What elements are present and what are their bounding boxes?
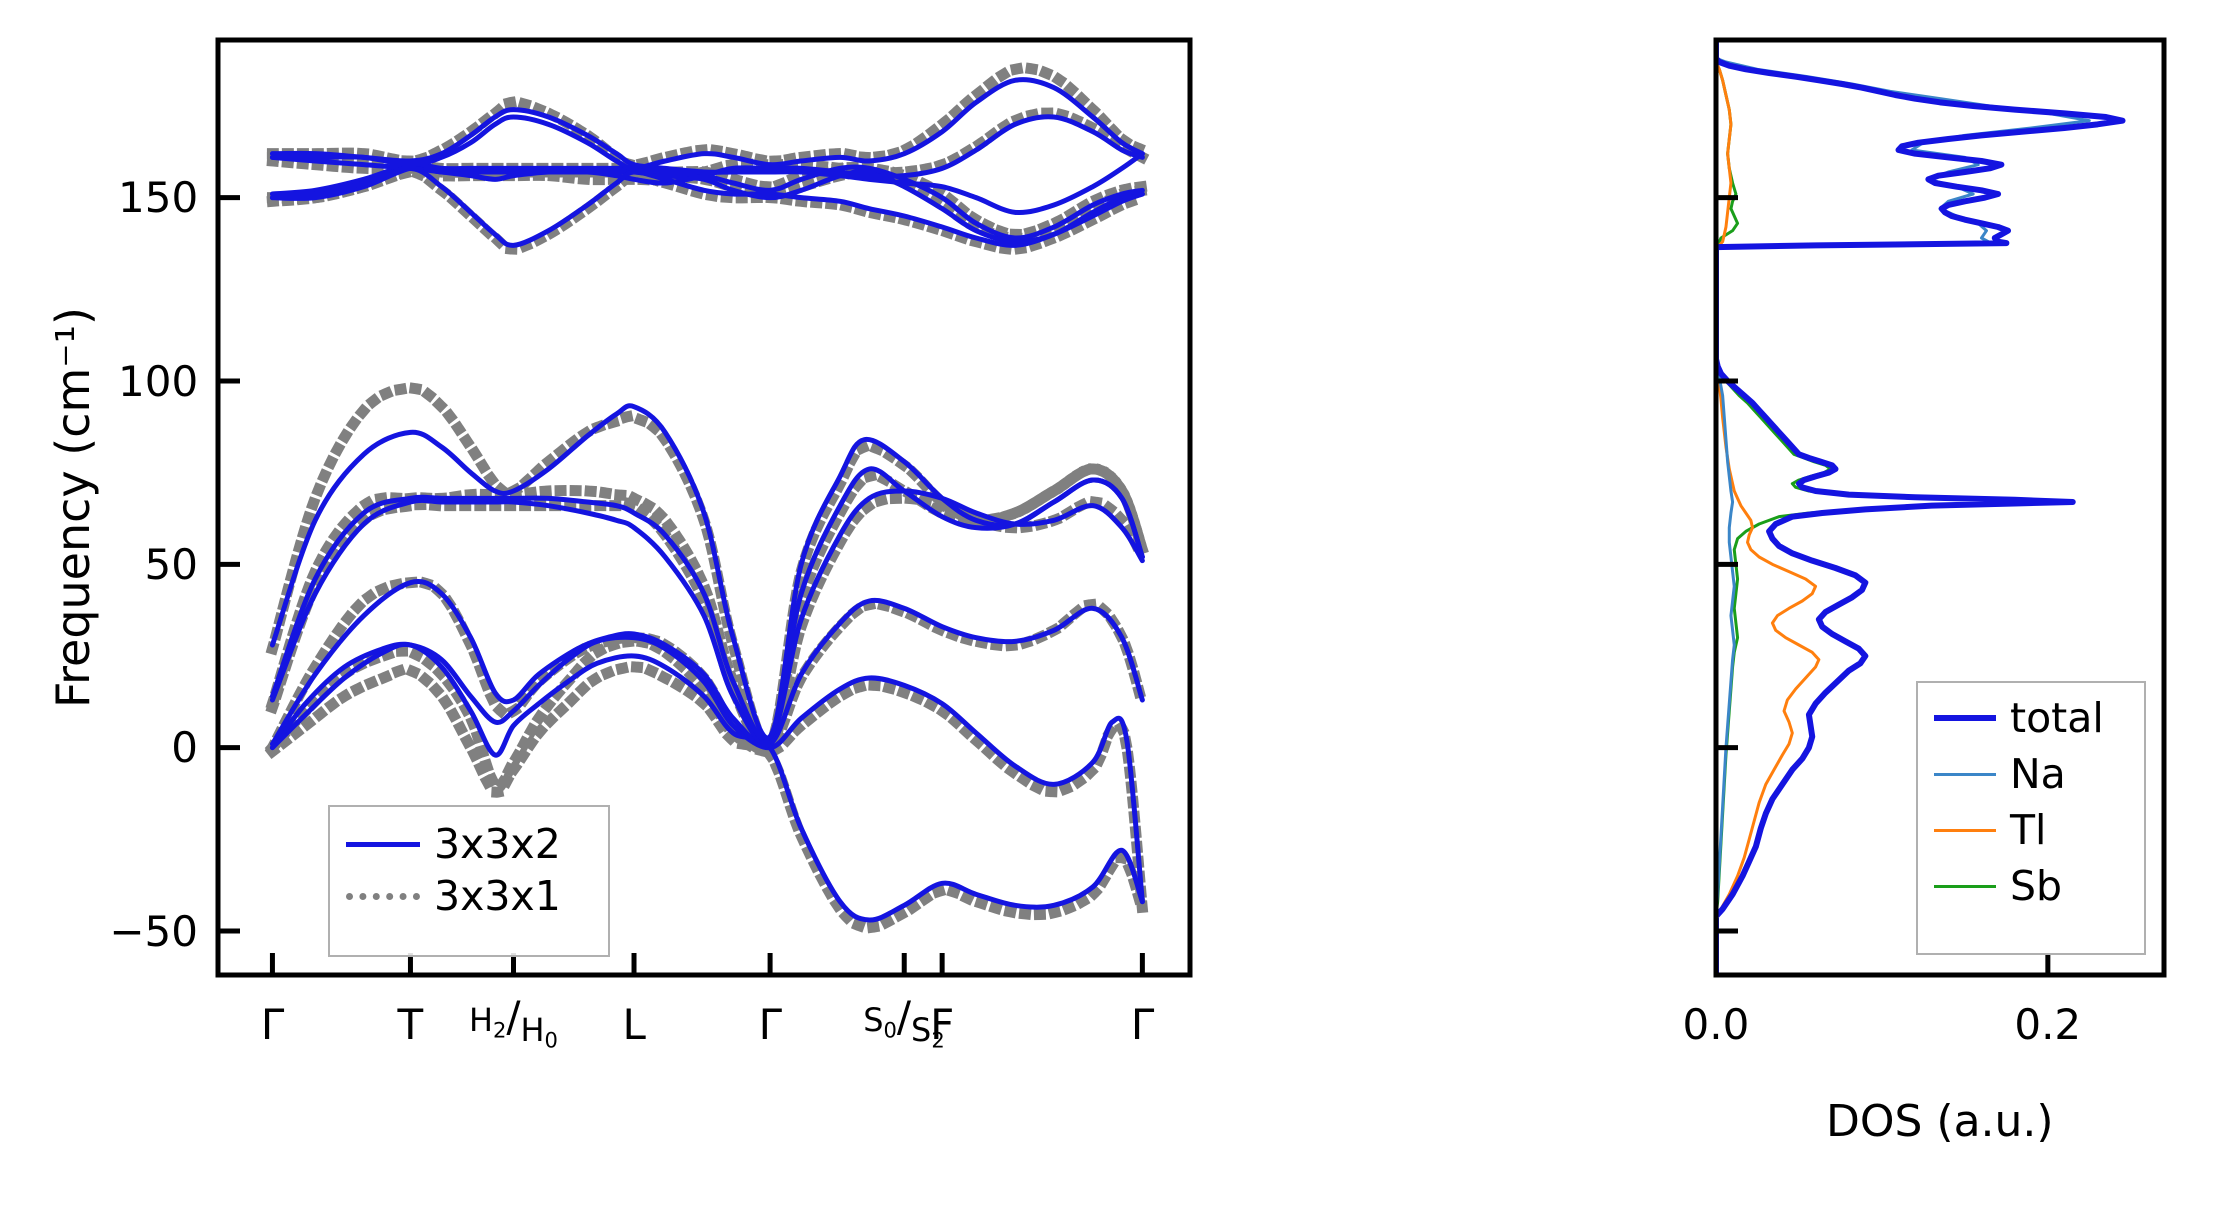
band-branch-3x3x2-0 <box>269 641 1145 923</box>
band-branch-3x3x2-5 <box>269 403 1145 741</box>
dos-legend-item-sb[interactable]: Sb <box>1918 863 2144 909</box>
legend-line-dotted-icon <box>346 892 420 900</box>
x-tick-label-S0-S2: S0/S2 <box>863 992 945 1053</box>
band-legend[interactable]: 3x3x2 3x3x1 <box>328 805 610 957</box>
legend-line-sb-icon <box>1934 884 1996 888</box>
x-tick-label-L: L <box>622 1000 646 1049</box>
band-branch-3x3x1-1 <box>264 635 1149 916</box>
band-legend-label-1: 3x3x1 <box>434 872 561 920</box>
x-tick-label-T: T <box>397 1000 424 1049</box>
band-branch-3x3x2-11 <box>269 165 1145 248</box>
y-tick-label-100: 100 <box>118 356 199 406</box>
dos-legend-label-2: Tl <box>2010 806 2047 854</box>
band-legend-item-3x3x2[interactable]: 3x3x2 <box>330 821 608 867</box>
legend-line-tl-icon <box>1934 828 1996 832</box>
legend-line-solid-icon <box>346 841 420 847</box>
band-branch-3x3x1-10 <box>266 166 1150 255</box>
dos-curves-group <box>1716 40 2126 975</box>
dos-legend-item-na[interactable]: Na <box>1918 751 2144 797</box>
band-branch-3x3x2-8 <box>269 114 1145 186</box>
y-axis-label: Frequency (cm⁻¹) <box>46 307 100 708</box>
band-branch-3x3x1-9 <box>266 62 1150 171</box>
band-branch-3x3x2-3 <box>269 488 1145 746</box>
x-tick-label-H2-H0: H2/H0 <box>468 992 558 1053</box>
dos-x-axis-label: DOS (a.u.) <box>1826 1096 2054 1147</box>
x-tick-label-gamma-3: Γ <box>1130 1000 1155 1049</box>
dos-curve-total <box>1716 40 2126 975</box>
y-tick-label-minus50: −50 <box>109 906 198 956</box>
dos-x-tick-label-0: 0.0 <box>1682 1000 1750 1049</box>
x-tick-label-gamma-2: Γ <box>758 1000 782 1049</box>
dos-axes-frame <box>1713 37 2167 978</box>
dos-curve-Na <box>1716 40 2091 975</box>
dos-curve-Tl <box>1716 40 1821 975</box>
x-tick-label-gamma-1: Γ <box>260 1000 285 1049</box>
band-branch-3x3x2-4 <box>269 466 1145 742</box>
band-legend-label-0: 3x3x2 <box>434 820 561 868</box>
band-curves-group <box>264 62 1150 933</box>
dos-legend[interactable]: total Na Tl Sb <box>1916 681 2146 955</box>
y-tick-label-150: 150 <box>118 173 199 223</box>
band-axes-frame <box>215 37 1193 978</box>
band-branch-3x3x2-2 <box>269 579 1145 748</box>
y-tick-label-0: 0 <box>171 723 198 773</box>
dos-x-tick-label-02: 0.2 <box>2014 1000 2082 1049</box>
band-legend-item-3x3x1[interactable]: 3x3x1 <box>330 873 608 919</box>
dos-legend-label-1: Na <box>2010 750 2066 798</box>
band-branch-3x3x1-0 <box>264 661 1150 933</box>
legend-line-na-icon <box>1934 772 1996 776</box>
dos-legend-label-0: total <box>2010 694 2104 742</box>
y-tick-label-50: 50 <box>144 539 198 589</box>
x-tick-label-F: F <box>930 1000 955 1049</box>
legend-line-total-icon <box>1934 715 1996 721</box>
band-branch-3x3x2-10 <box>269 107 1145 216</box>
band-branch-3x3x2-1 <box>269 634 1145 905</box>
dos-legend-item-total[interactable]: total <box>1918 695 2144 741</box>
band-branch-3x3x2-9 <box>269 77 1145 171</box>
dos-legend-item-tl[interactable]: Tl <box>1918 807 2144 853</box>
dos-legend-label-3: Sb <box>2010 862 2063 910</box>
